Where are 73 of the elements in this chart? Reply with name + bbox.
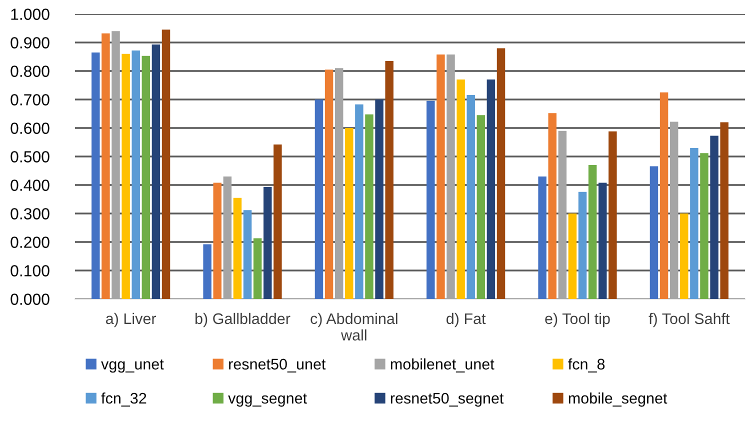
legend-label: fcn_8 [568, 358, 605, 372]
y-tick-label: 0.000 [10, 294, 50, 305]
bar [598, 182, 607, 299]
legend-label: mobile_segnet [568, 392, 668, 407]
bar [122, 54, 130, 299]
y-tick-label: 0.100 [10, 265, 50, 276]
bar [720, 122, 728, 299]
bar [132, 50, 140, 299]
bar [568, 214, 577, 299]
y-tick-label: 0.800 [10, 66, 50, 77]
bar [233, 198, 242, 299]
bar [700, 153, 708, 299]
bar [324, 70, 334, 299]
bar [203, 244, 212, 299]
bar [152, 44, 160, 299]
bar [92, 52, 100, 299]
bar [355, 104, 364, 299]
bar [588, 165, 597, 299]
bar [496, 48, 506, 299]
y-tick-label: 0.900 [10, 37, 50, 48]
bar [670, 122, 678, 299]
bar [578, 192, 587, 299]
bar [446, 54, 455, 299]
bar [162, 30, 170, 299]
bar [385, 61, 394, 299]
bar [426, 100, 435, 299]
bar [538, 176, 546, 299]
legend-label: fcn_32 [101, 392, 146, 407]
bar [375, 100, 384, 299]
bar [223, 176, 232, 299]
bar [274, 144, 282, 299]
x-tick-label: d) Fat [446, 312, 486, 328]
y-tick-label: 0.500 [10, 151, 50, 162]
bar [243, 210, 252, 299]
x-tick-label: b) Gallbladder [196, 312, 290, 328]
bar [253, 238, 262, 299]
bar [345, 128, 354, 299]
bar [680, 214, 688, 299]
bar [486, 80, 496, 299]
legend-label: resnet50_unet [229, 358, 326, 372]
bar [213, 182, 222, 299]
bar [690, 148, 698, 299]
bar [334, 68, 344, 299]
legend-label: vgg_segnet [228, 394, 307, 407]
bar [548, 113, 556, 299]
y-tick-label: 1.000 [11, 8, 50, 20]
x-tick-label: e) Tool tip [545, 312, 610, 328]
bar [314, 100, 324, 299]
bar [660, 92, 668, 299]
bar [710, 136, 718, 299]
bar [650, 166, 658, 299]
y-tick-label: 0.200 [10, 236, 50, 248]
bar [142, 56, 150, 299]
bar [558, 130, 567, 299]
x-tick-label: c) Abdominal wall [310, 312, 398, 341]
y-tick-label: 0.700 [10, 94, 50, 106]
bar [102, 33, 110, 299]
bar [112, 31, 120, 299]
y-tick-label: 0.400 [10, 180, 50, 191]
bar [365, 114, 374, 299]
bar [264, 186, 272, 299]
legend-label: vgg_unet [101, 360, 164, 373]
legend-label: mobilenet_unet [390, 358, 494, 372]
y-tick-label: 0.300 [10, 208, 50, 220]
bar [456, 80, 465, 299]
bar [436, 54, 445, 299]
x-tick-label: a) Liver [106, 312, 156, 328]
bar [608, 131, 617, 299]
y-tick-label: 0.600 [10, 122, 50, 134]
bar [476, 115, 486, 299]
x-tick-label: f) Tool Sahft [648, 312, 730, 328]
bar [466, 94, 475, 299]
legend-label: resnet50_segnet [390, 392, 504, 407]
